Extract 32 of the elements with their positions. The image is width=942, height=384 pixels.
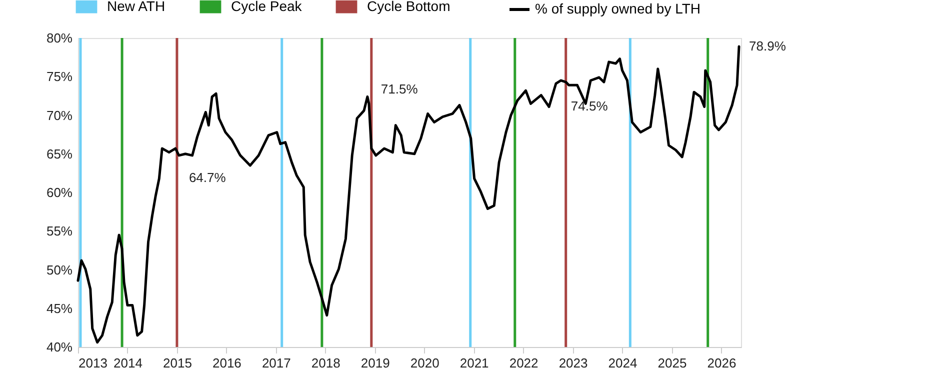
y-tick-label: 60% <box>46 185 73 200</box>
x-tick-label: 2019 <box>360 356 390 370</box>
legend-label: Cycle Bottom <box>367 0 450 14</box>
x-tick-label: 2016 <box>212 356 242 370</box>
y-tick-label: 70% <box>46 108 73 123</box>
x-tick-label: 2015 <box>162 356 192 370</box>
x-tick-label: 2021 <box>460 356 489 370</box>
legend-label: Cycle Peak <box>231 0 303 14</box>
y-tick-label: 80% <box>46 30 73 46</box>
x-tick-label: 2024 <box>608 356 638 370</box>
x-tick-label: 2023 <box>558 356 588 370</box>
y-tick-label: 40% <box>46 340 73 354</box>
line-series <box>76 45 740 344</box>
y-tick-label: 55% <box>46 224 73 239</box>
x-tick-label: 2017 <box>262 356 291 370</box>
legend-label: New ATH <box>107 0 166 14</box>
legend-label: % of supply owned by LTH <box>535 0 700 16</box>
x-tick-label: 2020 <box>410 356 440 370</box>
x-tick-label: 2018 <box>311 356 340 370</box>
x-tick-label: 2022 <box>509 356 538 370</box>
annotation: 71.5% <box>380 82 418 97</box>
y-tick-label: 65% <box>46 146 73 162</box>
annotation: 78.9% <box>749 38 786 54</box>
y-tick-label: 75% <box>46 69 73 84</box>
x-tick-label: 2025 <box>658 356 687 370</box>
x-tick-label: 2013 <box>78 356 108 370</box>
annotation: 74.5% <box>570 98 608 114</box>
x-tick-label: 2026 <box>707 356 736 370</box>
y-tick-label: 50% <box>46 262 73 278</box>
annotation: 64.7% <box>188 170 226 186</box>
y-tick-label: 45% <box>46 300 73 316</box>
x-tick-label: 2014 <box>114 356 142 370</box>
